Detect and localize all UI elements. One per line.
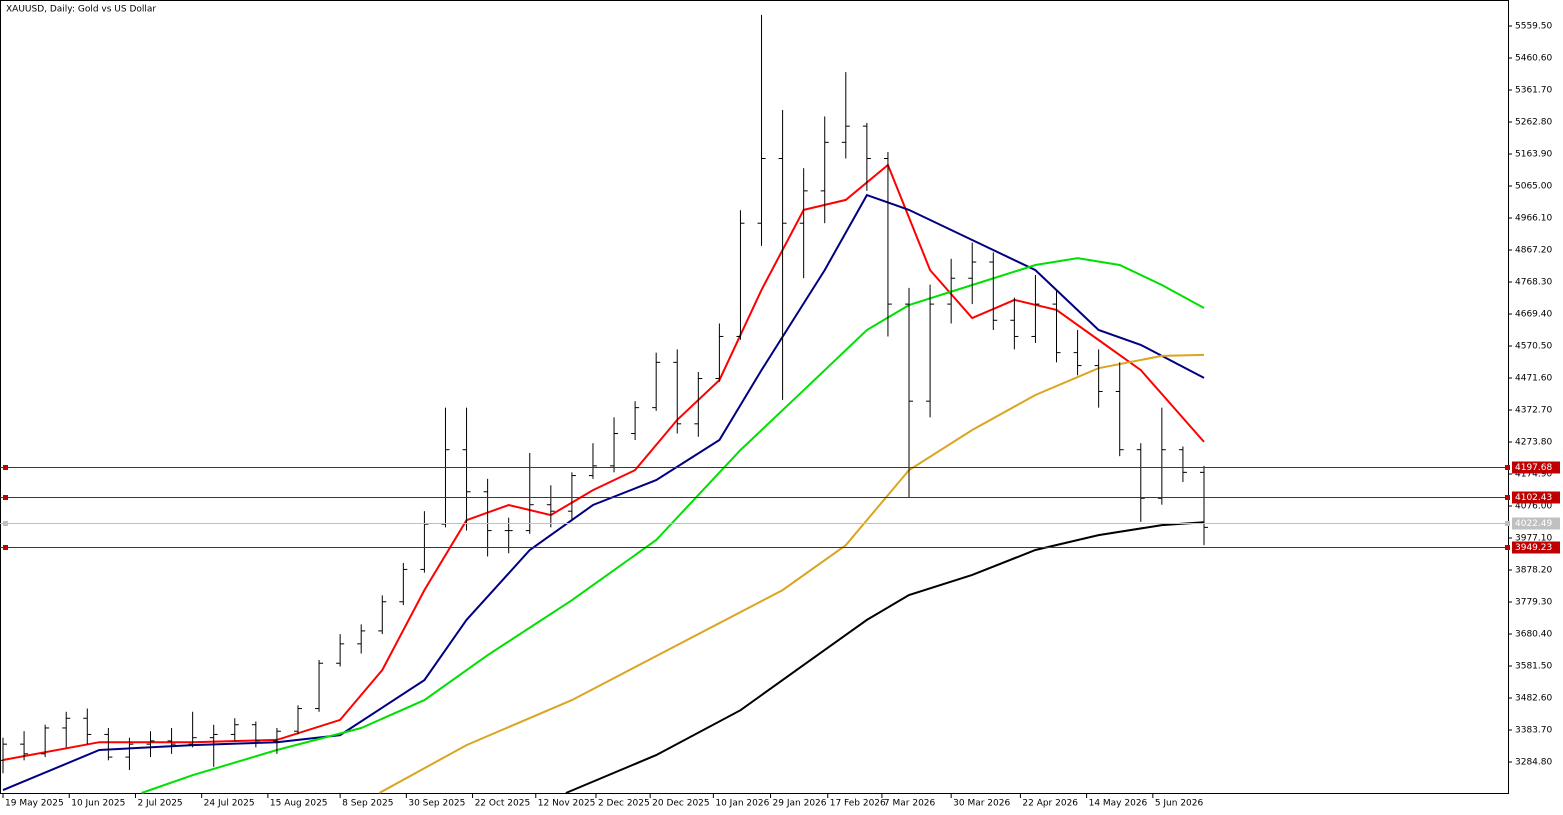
y-tick-label: 5559.50	[1515, 22, 1552, 32]
level-marker	[3, 545, 8, 550]
level-label: 4102.43	[1515, 493, 1552, 503]
level-marker	[1505, 495, 1510, 500]
y-tick-label: 4174.90	[1515, 470, 1552, 480]
level-marker	[3, 495, 8, 500]
x-tick-label: 30 Mar 2026	[953, 799, 1010, 809]
level-marker	[1505, 545, 1510, 550]
x-tick-label: 8 Sep 2025	[342, 799, 393, 809]
y-tick-label: 5460.60	[1515, 54, 1552, 64]
x-tick-label: 17 Feb 2026	[830, 799, 886, 809]
y-tick-label: 4471.60	[1515, 374, 1552, 384]
ma-line	[378, 353, 1205, 794]
y-tick-label: 4768.30	[1515, 278, 1552, 288]
y-tick-label: 3482.60	[1515, 694, 1552, 704]
x-tick-label: 24 Jul 2025	[204, 799, 255, 809]
x-tick-label: 22 Oct 2025	[475, 799, 531, 809]
x-tick-label: 7 Mar 2026	[884, 799, 936, 809]
y-tick-label: 3779.30	[1515, 598, 1552, 608]
level-marker	[3, 521, 8, 526]
y-tick-label: 3581.50	[1515, 662, 1552, 672]
y-tick-label: 3383.70	[1515, 726, 1552, 736]
level-label: 4022.49	[1515, 519, 1552, 529]
x-tick-label: 30 Sep 2025	[408, 799, 465, 809]
y-tick-label: 4669.40	[1515, 310, 1552, 320]
level-marker	[1505, 465, 1510, 470]
x-tick-label: 5 Jun 2026	[1155, 799, 1204, 809]
y-tick-label: 3878.20	[1515, 566, 1552, 576]
level-label-box	[1512, 517, 1560, 530]
ma-line	[141, 257, 1205, 794]
ma-line	[2, 193, 1205, 792]
x-tick-label: 10 Jan 2026	[715, 799, 769, 809]
y-tick-label: 5262.80	[1515, 118, 1552, 128]
y-tick-label: 4273.80	[1515, 438, 1552, 448]
y-tick-label: 5065.00	[1515, 182, 1552, 192]
level-label: 4197.68	[1515, 463, 1552, 473]
y-tick-label: 4372.70	[1515, 406, 1552, 416]
level-label-box	[1512, 491, 1560, 504]
x-tick-label: 15 Aug 2025	[270, 799, 328, 809]
x-tick-label: 19 May 2025	[5, 799, 64, 809]
x-tick-label: 22 Apr 2026	[1022, 799, 1078, 809]
x-tick-label: 2 Dec 2025	[598, 799, 650, 809]
x-tick-label: 20 Dec 2025	[652, 799, 710, 809]
y-tick-label: 4966.10	[1515, 214, 1552, 224]
level-marker	[3, 465, 8, 470]
y-tick-label: 4076.00	[1515, 502, 1552, 512]
level-label-box	[1512, 461, 1560, 474]
level-label-box	[1512, 541, 1560, 554]
x-tick-label: 12 Nov 2025	[538, 799, 596, 809]
x-tick-label: 10 Jun 2025	[71, 799, 125, 809]
x-tick-label: 2 Jul 2025	[137, 799, 182, 809]
plot-frame	[0, 0, 1509, 794]
y-tick-label: 3977.10	[1515, 534, 1552, 544]
level-marker	[1505, 521, 1510, 526]
y-tick-label: 5361.70	[1515, 86, 1552, 96]
level-label: 3949.23	[1515, 543, 1552, 553]
y-tick-label: 4570.50	[1515, 342, 1552, 352]
x-tick-label: 14 May 2026	[1089, 799, 1148, 809]
ma-line	[565, 521, 1205, 794]
y-tick-label: 5163.90	[1515, 150, 1552, 160]
y-tick-label: 3680.40	[1515, 630, 1552, 640]
y-tick-label: 3284.80	[1515, 758, 1552, 768]
y-tick-label: 4867.20	[1515, 246, 1552, 256]
x-tick-label: 29 Jan 2026	[773, 799, 827, 809]
chart-title: XAUUSD, Daily: Gold vs US Dollar	[6, 5, 156, 15]
